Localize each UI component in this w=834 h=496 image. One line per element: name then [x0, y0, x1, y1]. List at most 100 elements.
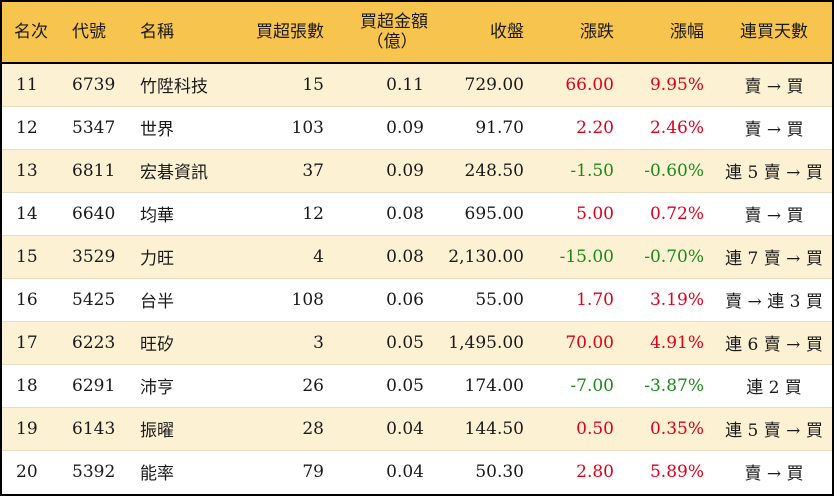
cell-name: 能率 — [140, 464, 174, 485]
cell-rank: 16 — [2, 278, 62, 322]
cell-code: 6811 — [62, 149, 130, 193]
cell-name: 竹陞科技 — [130, 63, 230, 107]
cell-change: 1.70 — [536, 278, 626, 322]
header-code: 代號 — [62, 2, 130, 64]
cell-change-pct: 0.35% — [626, 407, 716, 451]
header-net-amount-line2: （億） — [366, 32, 418, 52]
cell-name: 均華 — [130, 192, 230, 236]
table-body: 11 6739 竹陞科技 15 0.11 729.00 66.00 9.95% 賣 → 買 12 5… — [2, 63, 832, 493]
cell-net-lots: 28 — [230, 407, 336, 451]
cell-net-amount: 0.09 — [336, 106, 436, 150]
cell-code: 6640 — [62, 192, 130, 236]
header-rank: 名次 — [2, 2, 62, 64]
cell-net-lots: 4 — [230, 235, 336, 279]
cell-net-lots: 15 — [230, 63, 336, 107]
table-row: 20 5392 能率 79 0.04 50.30 2.80 5.89% 賣 → 買 — [2, 450, 832, 493]
table-row: 16 5425 台半 108 0.06 55.00 1.70 3.19% 賣 → 連 3 買 — [2, 278, 832, 322]
header-change: 漲跌 — [536, 2, 626, 64]
cell-net-lots: 3 — [230, 321, 336, 365]
cell-net-lots: 103 — [230, 106, 336, 150]
cell-net-amount: 0.09 — [336, 149, 436, 193]
cell-net-amount: 0.04 — [336, 407, 436, 451]
cell-change: -7.00 — [536, 364, 626, 408]
header-row: 名次 代號 名稱 買超張數 買超金額 （億） 收盤 漲跌 漲幅 連買天數 — [2, 2, 832, 64]
cell-close: 1,495.00 — [436, 321, 536, 365]
cell-close: 55.00 — [436, 278, 536, 322]
cell-code: 5392 — [72, 461, 116, 482]
cell-change-pct: 2.46% — [626, 106, 716, 150]
cell-code: 6223 — [62, 321, 130, 365]
cell-rank: 13 — [2, 149, 62, 193]
cell-change-pct: 4.91% — [626, 321, 716, 365]
cell-name: 宏碁資訊 — [130, 149, 230, 193]
cell-streak: 賣 → 買 — [716, 106, 832, 150]
cell-net-amount: 0.08 — [336, 192, 436, 236]
cell-streak: 連 6 賣 → 買 — [716, 321, 832, 365]
cell-net-amount: 0.05 — [336, 321, 436, 365]
cell-net-lots: 12 — [230, 192, 336, 236]
header-net-lots: 買超張數 — [230, 2, 336, 64]
cell-name: 台半 — [130, 278, 230, 322]
cell-net-amount: 0.11 — [336, 63, 436, 107]
cell-change-pct: -0.60% — [626, 149, 716, 193]
cell-streak: 連 5 賣 → 買 — [716, 407, 832, 451]
table-row: 17 6223 旺矽 3 0.05 1,495.00 70.00 4.91% 連 6 賣 → 買 — [2, 321, 832, 365]
cell-rank: 14 — [2, 192, 62, 236]
cell-net-lots: 108 — [230, 278, 336, 322]
cell-change: 5.00 — [536, 192, 626, 236]
cell-change-pct: 5.89% — [649, 461, 704, 482]
cell-close: 91.70 — [436, 106, 536, 150]
cell-streak: 連 5 賣 → 買 — [716, 149, 832, 193]
cell-net-lots: 26 — [230, 364, 336, 408]
cell-code: 3529 — [62, 235, 130, 279]
cell-net-amount: 0.04 — [386, 461, 424, 482]
table-row: 15 3529 力旺 4 0.08 2,130.00 -15.00 -0.70% 連 7 賣 →… — [2, 235, 832, 279]
table-row: 18 6291 沛亨 26 0.05 174.00 -7.00 -3.87% 連 2 買 — [2, 364, 832, 408]
cell-change: 2.20 — [536, 106, 626, 150]
table-row: 13 6811 宏碁資訊 37 0.09 248.50 -1.50 -0.60% 連 5 賣 →… — [2, 149, 832, 193]
header-net-amount: 買超金額 （億） — [336, 2, 436, 64]
header-name: 名稱 — [130, 2, 230, 64]
cell-close: 729.00 — [436, 63, 536, 107]
table-row: 14 6640 均華 12 0.08 695.00 5.00 0.72% 賣 → 買 — [2, 192, 832, 236]
cell-change: 66.00 — [536, 63, 626, 107]
cell-code: 5347 — [62, 106, 130, 150]
table-row: 11 6739 竹陞科技 15 0.11 729.00 66.00 9.95% 賣 → 買 — [2, 63, 832, 107]
cell-change: 0.50 — [536, 407, 626, 451]
cell-change-pct: 0.72% — [626, 192, 716, 236]
cell-rank: 15 — [2, 235, 62, 279]
table-header: 名次 代號 名稱 買超張數 買超金額 （億） 收盤 漲跌 漲幅 連買天數 — [2, 2, 832, 64]
cell-streak: 賣 → 連 3 買 — [716, 278, 832, 322]
cell-code: 6739 — [62, 63, 130, 107]
cell-change-pct: -3.87% — [626, 364, 716, 408]
cell-rank: 19 — [2, 407, 62, 451]
cell-change: -15.00 — [536, 235, 626, 279]
cell-streak: 連 7 賣 → 買 — [716, 235, 832, 279]
cell-close: 695.00 — [436, 192, 536, 236]
header-close: 收盤 — [436, 2, 536, 64]
table-row: 12 5347 世界 103 0.09 91.70 2.20 2.46% 賣 → 買 — [2, 106, 832, 150]
cell-close: 248.50 — [436, 149, 536, 193]
cell-close: 174.00 — [436, 364, 536, 408]
cell-close: 144.50 — [436, 407, 536, 451]
cell-rank: 20 — [16, 461, 38, 482]
cell-change: -1.50 — [536, 149, 626, 193]
table-row: 19 6143 振曜 28 0.04 144.50 0.50 0.35% 連 5 賣 → 買 — [2, 407, 832, 451]
cell-net-lots: 79 — [302, 461, 324, 482]
cell-rank: 12 — [2, 106, 62, 150]
cell-close: 50.30 — [475, 461, 524, 482]
cell-code: 6291 — [62, 364, 130, 408]
cell-name: 振曜 — [130, 407, 230, 451]
cell-rank: 11 — [2, 63, 62, 107]
cell-streak: 賣 → 買 — [716, 192, 832, 236]
cell-name: 旺矽 — [130, 321, 230, 365]
cell-streak: 連 2 買 — [716, 364, 832, 408]
header-net-amount-line1: 買超金額 — [360, 12, 428, 32]
cell-streak: 賣 → 買 — [716, 63, 832, 107]
cell-rank: 17 — [2, 321, 62, 365]
cell-change: 2.80 — [576, 461, 614, 482]
cell-name: 力旺 — [130, 235, 230, 279]
cell-net-lots: 37 — [230, 149, 336, 193]
cell-streak: 賣 → 買 — [744, 464, 804, 485]
